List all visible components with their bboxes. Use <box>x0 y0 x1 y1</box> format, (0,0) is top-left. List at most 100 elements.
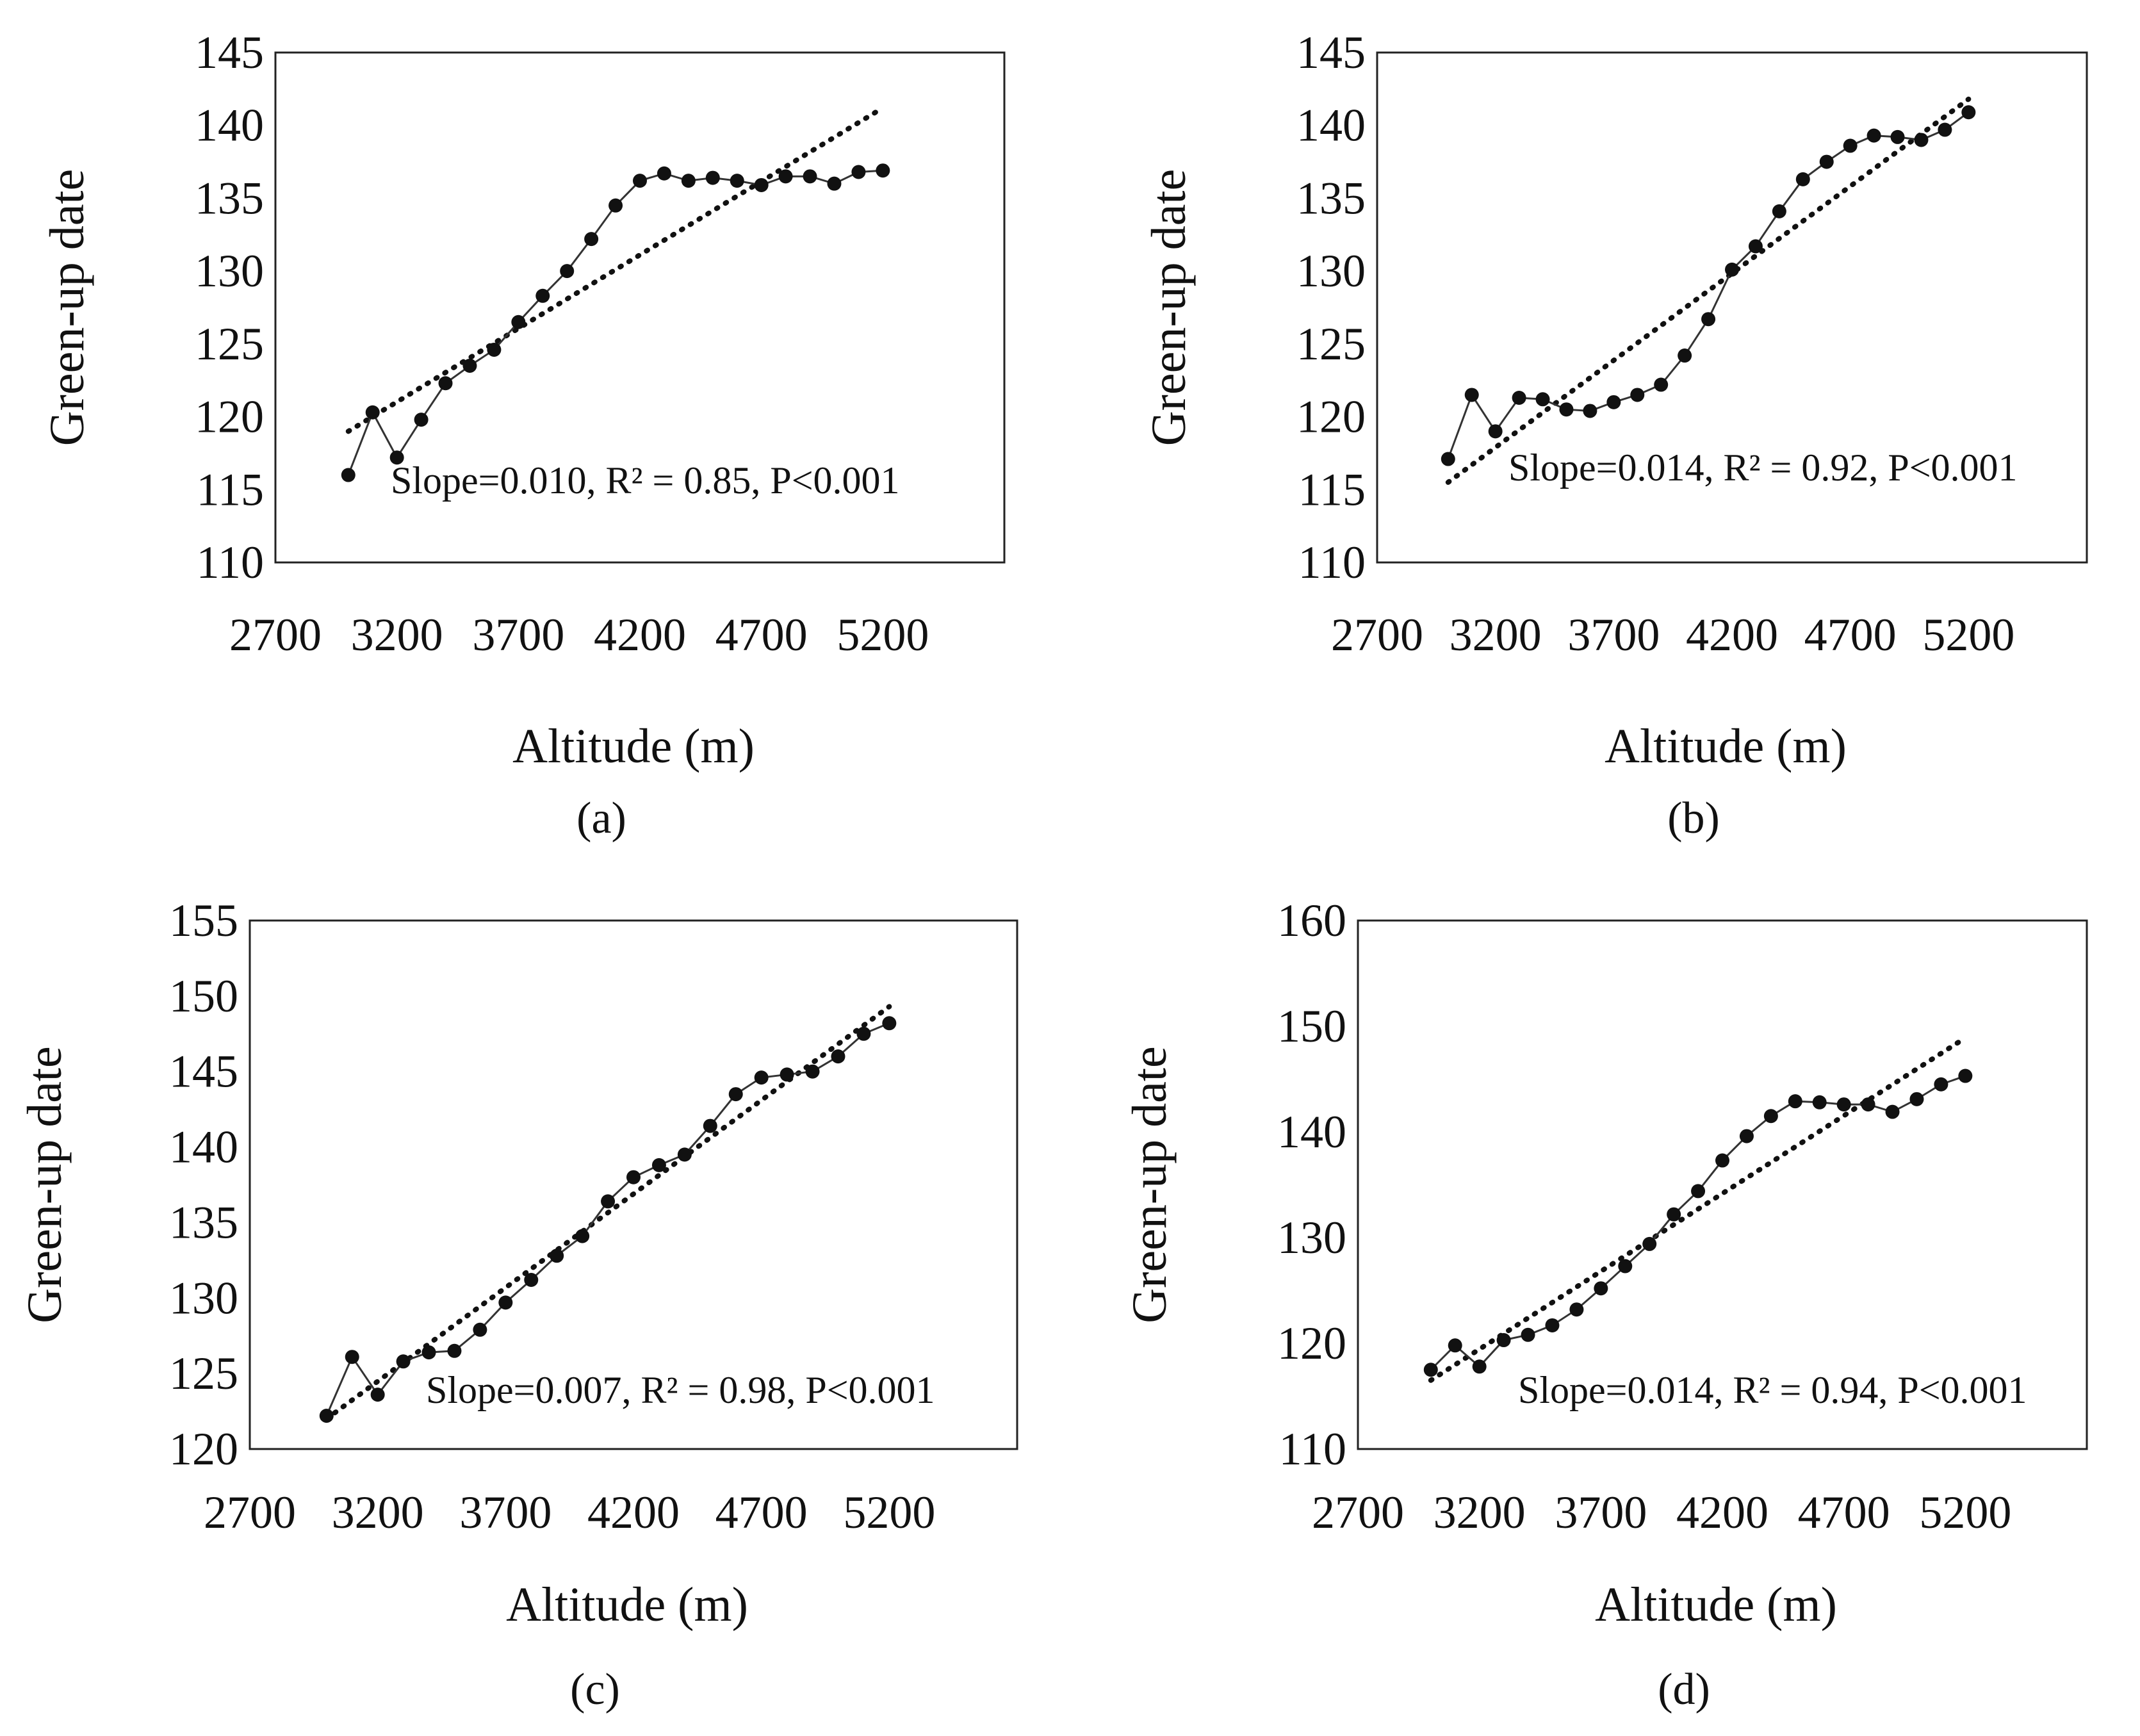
x-tick-label: 2700 <box>204 1487 296 1538</box>
data-point <box>1448 1338 1462 1353</box>
y-tick-label: 130 <box>1277 1212 1346 1263</box>
data-point <box>1512 391 1526 405</box>
x-tick-label: 4700 <box>715 1487 808 1538</box>
y-tick-label: 125 <box>195 318 264 370</box>
data-point <box>1488 424 1503 439</box>
panel-label: (b) <box>1667 794 1720 843</box>
y-tick-label: 140 <box>169 1122 238 1173</box>
data-point <box>1630 388 1645 402</box>
data-point <box>754 1070 769 1085</box>
x-tick-label: 4200 <box>587 1487 680 1538</box>
y-axis-title: Green-up date <box>1142 169 1196 446</box>
data-point <box>1890 129 1905 144</box>
data-point <box>1654 377 1669 392</box>
x-axis-title: Altitude (m) <box>1595 1578 1837 1632</box>
data-point <box>703 1118 717 1133</box>
data-point <box>535 288 550 303</box>
data-point <box>657 166 671 181</box>
data-point <box>584 232 599 247</box>
panel-label: (a) <box>576 794 626 843</box>
plot-frame <box>1376 51 2088 564</box>
data-point <box>365 405 380 420</box>
data-point <box>1885 1104 1900 1119</box>
y-tick-label: 135 <box>169 1197 238 1248</box>
y-tick-label: 150 <box>1277 1001 1346 1052</box>
x-tick-label: 3700 <box>459 1487 551 1538</box>
data-point <box>1569 1302 1584 1317</box>
data-point <box>882 1016 897 1031</box>
data-point <box>780 1067 794 1082</box>
data-point <box>1763 1109 1778 1124</box>
data-point <box>1559 402 1574 417</box>
y-tick-label: 140 <box>1277 1106 1346 1158</box>
data-point <box>414 413 429 427</box>
data-point <box>1938 122 1952 137</box>
y-tick-label: 130 <box>1296 245 1366 297</box>
plot-frame <box>249 919 1018 1450</box>
panel-label: (d) <box>1658 1665 1710 1714</box>
y-tick-label: 145 <box>1296 27 1366 78</box>
y-axis-title: Green-up date <box>18 1046 72 1323</box>
y-tick-label: 110 <box>197 537 264 588</box>
data-point <box>651 1158 666 1172</box>
trend-line <box>345 105 886 434</box>
x-tick-label: 3700 <box>1555 1487 1647 1538</box>
data-point <box>1423 1363 1438 1377</box>
y-tick-label: 135 <box>1296 172 1366 224</box>
data-point <box>1909 1092 1924 1106</box>
y-tick-label: 150 <box>169 970 238 1022</box>
data-point <box>1472 1359 1487 1374</box>
panel-label: (c) <box>570 1665 620 1714</box>
data-point <box>1788 1094 1802 1109</box>
data-point <box>1667 1207 1681 1222</box>
data-point <box>1914 133 1929 147</box>
y-tick-label: 130 <box>169 1272 238 1323</box>
x-tick-label: 3200 <box>332 1487 424 1538</box>
data-point <box>1521 1327 1535 1342</box>
y-tick-label: 110 <box>1279 1423 1346 1475</box>
series-line <box>347 169 883 476</box>
data-point <box>1583 404 1597 418</box>
data-point <box>550 1249 564 1263</box>
y-tick-label: 125 <box>1296 318 1366 370</box>
data-point <box>1819 154 1834 169</box>
x-tick-label: 4700 <box>715 609 808 660</box>
data-point <box>633 174 647 188</box>
data-point <box>1812 1095 1827 1110</box>
data-point <box>1843 138 1858 153</box>
y-axis-title: Green-up date <box>1123 1046 1177 1323</box>
data-point <box>626 1170 641 1184</box>
data-point <box>851 165 866 179</box>
y-tick-label: 115 <box>1298 464 1366 515</box>
y-tick-label: 140 <box>195 100 264 151</box>
data-point <box>1715 1153 1729 1168</box>
y-tick-label: 120 <box>1277 1318 1346 1369</box>
y-tick-label: 135 <box>195 172 264 224</box>
chart-panel-c: 120 125 130 135 140 145 150 155 2700 3200 3700 4200… <box>18 895 1018 1714</box>
data-point <box>524 1273 539 1287</box>
data-point <box>1496 1333 1511 1348</box>
data-point <box>705 170 720 185</box>
y-tick-label: 115 <box>197 464 264 515</box>
data-point <box>473 1322 487 1337</box>
y-tick-label: 110 <box>1298 537 1366 588</box>
x-tick-label: 4700 <box>1798 1487 1890 1538</box>
data-point <box>1642 1236 1657 1251</box>
y-axis-title: Green-up date <box>40 169 94 446</box>
data-point <box>1795 172 1810 186</box>
data-point <box>1618 1259 1633 1273</box>
y-tick-label: 120 <box>1296 391 1366 443</box>
trend-line <box>323 1004 892 1421</box>
data-point <box>345 1350 359 1364</box>
x-tick-label: 5200 <box>837 609 929 660</box>
data-point <box>487 342 502 357</box>
x-tick-label: 3700 <box>1567 609 1660 660</box>
data-point <box>677 1147 692 1162</box>
data-point <box>1739 1129 1754 1143</box>
data-point <box>575 1229 590 1243</box>
x-tick-label: 3200 <box>1433 1487 1526 1538</box>
data-point <box>728 1087 743 1102</box>
series-line <box>1447 111 1970 460</box>
y-tick-label: 145 <box>169 1046 238 1097</box>
data-point <box>1961 105 1976 120</box>
